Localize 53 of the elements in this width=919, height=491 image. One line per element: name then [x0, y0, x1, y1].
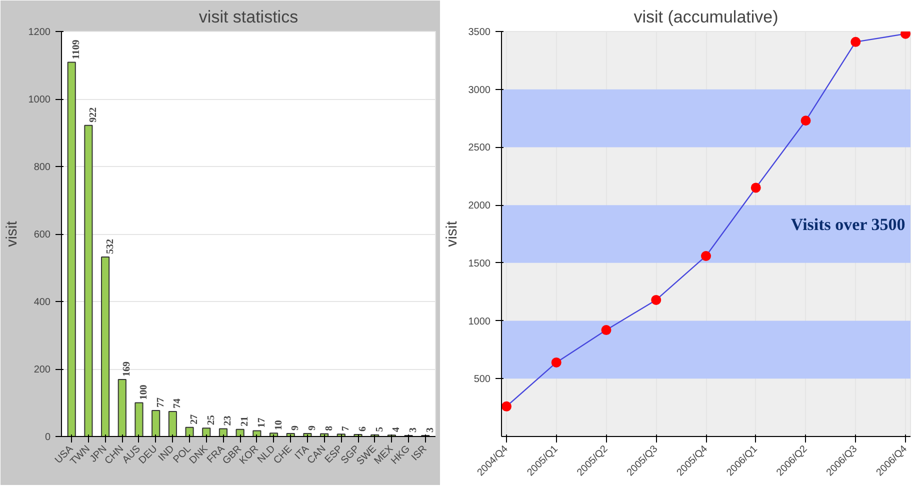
data-label: 9 — [290, 425, 302, 430]
y-tick-label: 2500 — [468, 142, 491, 154]
data-label: 27 — [189, 414, 200, 424]
x-tick-label: ISR — [410, 444, 430, 464]
y-axis-title: visit — [443, 220, 460, 247]
y-tick-label: 200 — [34, 364, 51, 376]
data-label: 1109 — [71, 40, 82, 60]
y-tick-label: 400 — [34, 297, 51, 308]
data-label: 25 — [206, 415, 217, 426]
data-label: 74 — [172, 398, 184, 409]
data-label: 100 — [138, 384, 150, 400]
y-tick-label: 3000 — [468, 84, 491, 96]
data-label: 7 — [340, 426, 352, 432]
y-tick-label: 1000 — [468, 316, 491, 328]
bar — [84, 124, 93, 436]
data-label: 23 — [222, 416, 234, 426]
bar — [168, 411, 177, 436]
annotation: Visits over 3500 — [790, 215, 906, 234]
data-label: 6 — [358, 426, 369, 432]
y-tick-label: 800 — [34, 162, 51, 173]
y-tick-label: 3500 — [468, 27, 491, 38]
y-tick-label: 2000 — [468, 200, 491, 212]
data-label: 10 — [273, 420, 284, 430]
data-label: 3 — [424, 427, 436, 432]
bar — [218, 428, 228, 436]
data-label: 8 — [324, 426, 335, 431]
data-label: 77 — [155, 398, 166, 408]
y-tick-label: 0 — [44, 432, 51, 443]
bar — [101, 256, 110, 436]
y-axis-title: visit — [3, 220, 20, 247]
data-label: 169 — [122, 361, 133, 376]
data-label: 9 — [306, 425, 318, 430]
data-label: 3 — [408, 427, 420, 432]
data-label: 532 — [104, 238, 116, 254]
y-tick-label: 1500 — [468, 258, 491, 270]
y-tick-label: 1200 — [28, 27, 51, 38]
bar — [202, 428, 211, 436]
data-label: 922 — [88, 107, 99, 122]
chart-title: visit statistics — [198, 8, 298, 26]
bar — [152, 410, 160, 436]
bar — [118, 378, 126, 436]
bar — [134, 402, 144, 436]
y-tick-label: 600 — [34, 230, 51, 240]
data-label: 21 — [240, 416, 251, 426]
y-tick-label: 500 — [474, 374, 491, 386]
chart-title: visit (accumulative) — [634, 8, 778, 26]
data-label: 5 — [374, 426, 386, 432]
data-label: 17 — [256, 418, 268, 428]
y-tick-label: 1000 — [28, 94, 51, 106]
bar — [185, 426, 194, 436]
bar — [236, 428, 244, 436]
bar — [67, 62, 76, 436]
data-label: 4 — [391, 427, 402, 432]
